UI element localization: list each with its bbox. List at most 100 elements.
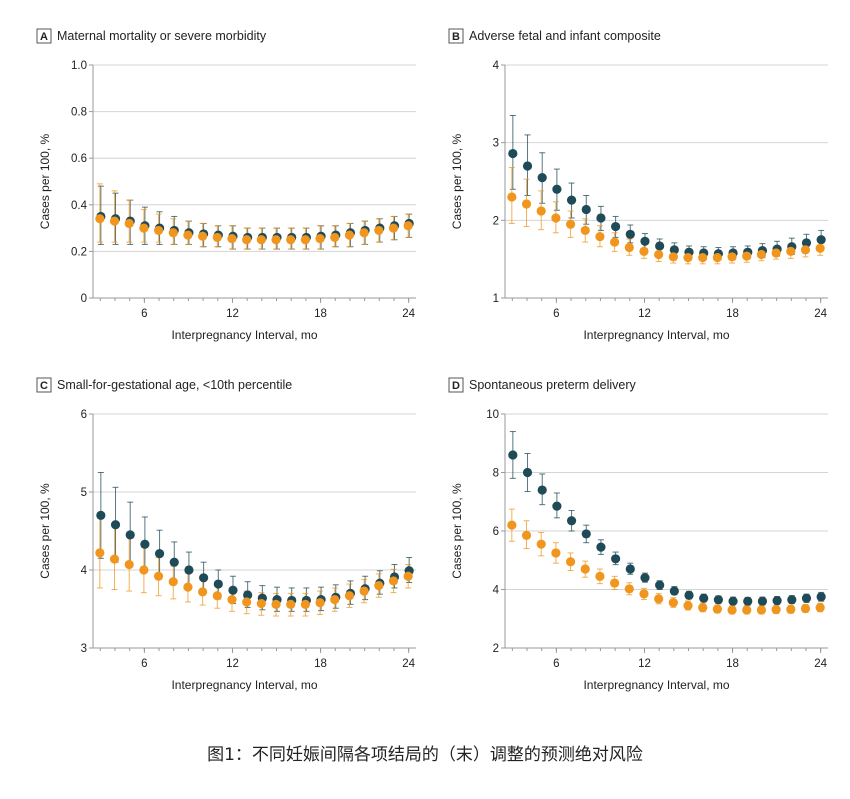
panel-letter: A xyxy=(40,31,48,43)
data-point-series2 xyxy=(668,598,678,608)
data-point-series2 xyxy=(800,603,811,614)
x-tick-label: 18 xyxy=(726,308,739,320)
data-point-series1 xyxy=(772,596,782,606)
data-point-series2 xyxy=(403,221,413,231)
data-point-series1 xyxy=(713,595,723,605)
x-tick-label: 12 xyxy=(638,308,651,320)
data-point-series2 xyxy=(698,603,708,613)
data-point-series2 xyxy=(683,253,693,263)
data-point-series2 xyxy=(212,232,222,243)
data-point-series1 xyxy=(169,557,179,567)
panel-c: C Small-for-gestational age, <10th percen… xyxy=(36,377,416,692)
data-point-series1 xyxy=(669,586,679,596)
data-point-series1 xyxy=(581,204,591,215)
figure-caption: 图1：不同妊娠间隔各项结局的（末）调整的预测绝对风险 xyxy=(207,745,643,765)
data-point-series1 xyxy=(508,148,518,159)
y-tick-label: 0 xyxy=(81,293,87,305)
data-point-series2 xyxy=(198,231,208,241)
data-point-series2 xyxy=(227,233,237,244)
data-point-series2 xyxy=(286,235,296,245)
data-point-series1 xyxy=(625,229,635,239)
x-tick-label: 6 xyxy=(553,308,559,320)
data-point-series1 xyxy=(743,596,753,606)
data-point-series2 xyxy=(300,235,310,245)
data-point-series2 xyxy=(521,530,532,540)
x-tick-label: 18 xyxy=(314,308,327,320)
data-point-series1 xyxy=(596,213,606,223)
panel-title: Adverse fetal and infant composite xyxy=(469,29,661,43)
y-axis-label: Cases per 100, % xyxy=(38,133,52,229)
data-point-series2 xyxy=(712,253,722,263)
data-point-series2 xyxy=(595,571,605,581)
data-point-series1 xyxy=(640,236,650,246)
x-tick-label: 12 xyxy=(226,658,239,670)
data-point-series2 xyxy=(153,571,164,581)
panel-letter: C xyxy=(40,380,48,392)
data-point-series2 xyxy=(168,228,178,238)
data-point-series1 xyxy=(816,235,826,245)
panel-title: Maternal mortality or severe morbidity xyxy=(57,29,267,43)
data-point-series2 xyxy=(109,554,120,564)
y-tick-label: 4 xyxy=(493,585,500,597)
data-point-series2 xyxy=(359,228,369,238)
data-point-series2 xyxy=(300,599,310,609)
data-point-series1 xyxy=(566,195,577,205)
data-point-series1 xyxy=(699,593,709,603)
data-point-series1 xyxy=(552,501,562,511)
data-point-series2 xyxy=(330,595,340,605)
data-point-series2 xyxy=(800,245,811,255)
data-point-series2 xyxy=(771,605,781,615)
data-point-series1 xyxy=(537,173,547,183)
data-point-series1 xyxy=(625,564,635,574)
data-point-series1 xyxy=(655,580,665,590)
data-point-series2 xyxy=(95,548,105,558)
data-point-series1 xyxy=(611,221,621,232)
data-point-series2 xyxy=(639,589,649,599)
y-tick-label: 0.6 xyxy=(71,153,87,165)
data-point-series2 xyxy=(227,595,237,605)
data-point-series2 xyxy=(139,223,149,233)
x-axis-label: Interpregnancy Interval, mo xyxy=(583,328,729,342)
data-point-series2 xyxy=(815,243,825,253)
data-point-series2 xyxy=(374,225,384,236)
data-point-series2 xyxy=(712,604,722,614)
data-point-series2 xyxy=(507,520,517,530)
data-point-series2 xyxy=(212,591,222,601)
panel-letter-box xyxy=(36,377,52,393)
data-point-series1 xyxy=(199,573,209,583)
x-tick-label: 24 xyxy=(402,308,415,320)
data-point-series1 xyxy=(228,585,238,595)
data-point-series1 xyxy=(801,593,812,603)
data-point-series2 xyxy=(551,548,561,558)
y-tick-label: 3 xyxy=(493,138,499,150)
data-point-series2 xyxy=(139,565,149,575)
data-point-series2 xyxy=(256,598,266,609)
data-point-series2 xyxy=(198,587,208,597)
data-point-series1 xyxy=(816,592,826,602)
y-tick-label: 0.8 xyxy=(71,107,87,119)
data-point-series2 xyxy=(786,246,796,256)
data-point-series2 xyxy=(654,249,664,260)
data-point-series1 xyxy=(537,485,547,495)
data-point-series2 xyxy=(359,586,369,596)
data-point-series1 xyxy=(669,245,679,255)
data-point-series2 xyxy=(256,235,266,245)
panel-title: Small-for-gestational age, <10th percent… xyxy=(57,378,292,392)
data-point-series1 xyxy=(522,161,533,171)
y-tick-label: 2 xyxy=(493,215,499,227)
data-point-series2 xyxy=(786,604,796,614)
y-tick-label: 6 xyxy=(493,526,499,538)
data-point-series1 xyxy=(684,590,694,600)
data-point-series2 xyxy=(756,605,767,615)
data-point-series2 xyxy=(507,192,517,202)
data-point-series2 xyxy=(271,599,281,609)
data-point-series2 xyxy=(610,237,620,247)
data-point-series1 xyxy=(213,579,223,589)
panel-title: Spontaneous preterm delivery xyxy=(469,378,637,392)
data-point-series2 xyxy=(580,564,590,574)
x-tick-label: 18 xyxy=(726,658,739,670)
panel-b: B Adverse fetal and infant composite12346… xyxy=(448,28,828,342)
x-tick-label: 6 xyxy=(141,658,147,670)
